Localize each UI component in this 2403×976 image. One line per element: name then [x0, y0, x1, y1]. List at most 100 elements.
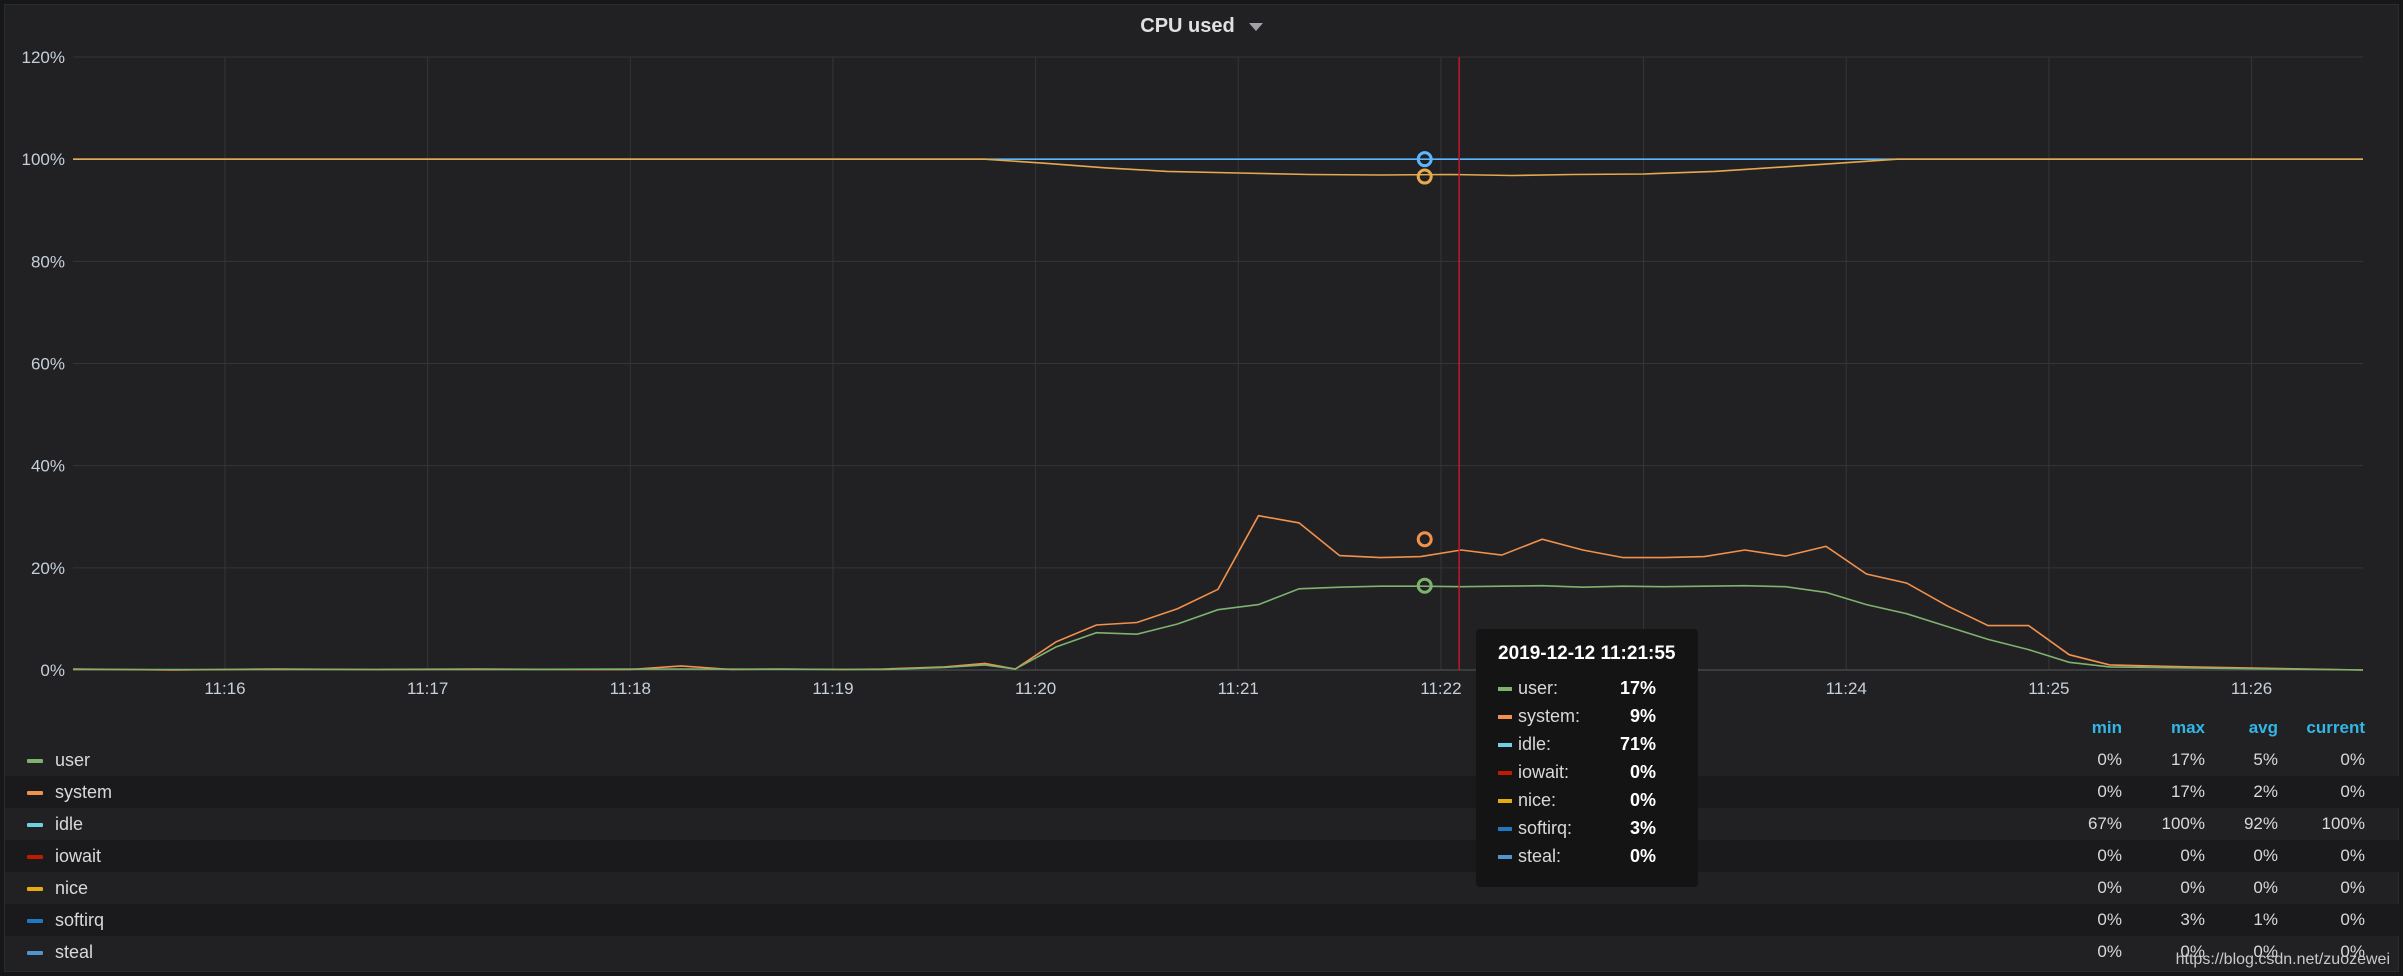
legend-swatch[interactable]: [27, 919, 43, 923]
x-tick-label: 11:24: [1826, 679, 1867, 698]
legend-table: min max avg current user 0% 17% 5% 0% system 0…: [5, 714, 2400, 968]
line-chart[interactable]: 0% 20% 40% 60% 80% 100% 120% 11:16 11:17 11:18 11:…: [5, 5, 2400, 705]
tooltip-row: idle: 71%: [1476, 729, 1698, 757]
hover-point-user: [1416, 577, 1433, 594]
x-tick-label: 11:17: [407, 679, 448, 698]
series-line-system: [72, 514, 2364, 671]
hover-point-nice: [1416, 168, 1433, 185]
legend-row-user[interactable]: user 0% 17% 5% 0%: [5, 744, 2400, 776]
legend-current: 0%: [2340, 878, 2365, 897]
legend-current: 0%: [2340, 910, 2365, 929]
tooltip-value: 0%: [1629, 846, 1656, 866]
x-tick-label: 11:18: [610, 679, 651, 698]
tooltip-swatch: [1498, 743, 1512, 747]
legend-series-name[interactable]: nice: [55, 878, 89, 898]
legend-min: 67%: [2087, 814, 2122, 833]
tooltip-value: 71%: [1619, 734, 1656, 754]
legend-header-current[interactable]: current: [2306, 718, 2365, 737]
y-tick-label: 60%: [31, 355, 65, 374]
tooltip-row: iowait: 0%: [1476, 757, 1698, 785]
legend-row-idle[interactable]: idle 67% 100% 92% 100%: [5, 808, 2400, 840]
legend-rows: user 0% 17% 5% 0% system 0% 17% 2% 0% idle 67% 100% 9…: [5, 744, 2400, 968]
tooltip-label: nice:: [1518, 790, 1557, 810]
tooltip-time: 2019-12-12 11:21:55: [1498, 643, 1676, 664]
hover-point-system: [1416, 531, 1433, 548]
legend-row-nice[interactable]: nice 0% 0% 0% 0%: [5, 872, 2400, 904]
legend-swatch[interactable]: [27, 951, 43, 955]
legend-swatch[interactable]: [27, 855, 43, 859]
legend-max: 0%: [2180, 846, 2205, 865]
tooltip-row: softirq: 3%: [1476, 813, 1698, 841]
x-tick-label: 11:25: [2028, 679, 2069, 698]
legend-max: 100%: [2161, 814, 2205, 833]
legend-header-avg[interactable]: avg: [2248, 718, 2278, 737]
series-line-nice: [73, 158, 2363, 177]
legend-min: 0%: [2097, 846, 2122, 865]
legend-series-name[interactable]: user: [55, 750, 91, 770]
legend-header-min[interactable]: min: [2091, 718, 2122, 737]
x-tick-label: 11:16: [204, 679, 245, 698]
x-tick-label: 11:19: [812, 679, 853, 698]
tooltip-swatch: [1498, 799, 1512, 803]
legend-header-max[interactable]: max: [2170, 718, 2205, 737]
legend-row-iowait[interactable]: iowait 0% 0% 0% 0%: [5, 840, 2400, 872]
x-tick-label: 11:22: [1420, 679, 1461, 698]
chevron-down-icon[interactable]: [1248, 22, 1263, 31]
y-tick-label: 40%: [31, 457, 65, 476]
legend-swatch[interactable]: [27, 791, 43, 795]
x-tick-label: 11:21: [1218, 679, 1259, 698]
tooltip-label: user:: [1518, 678, 1559, 698]
tooltip-label: steal:: [1518, 846, 1562, 866]
legend-swatch[interactable]: [27, 759, 43, 763]
y-tick-label: 120%: [22, 48, 65, 67]
panel-title[interactable]: CPU used: [1140, 15, 1235, 38]
tooltip-swatch: [1498, 855, 1512, 859]
tooltip-swatch: [1498, 687, 1512, 691]
legend-current: 0%: [2340, 750, 2365, 769]
legend-swatch[interactable]: [27, 823, 43, 827]
tooltip-value: 3%: [1629, 818, 1656, 838]
legend-series-name[interactable]: softirq: [55, 910, 105, 930]
tooltip-row: system: 9%: [1476, 701, 1698, 729]
legend-current: 100%: [2321, 814, 2365, 833]
legend-series-name[interactable]: iowait: [55, 846, 102, 866]
tooltip-row: steal: 0%: [1476, 841, 1698, 869]
legend-series-name[interactable]: idle: [55, 814, 84, 834]
tooltip-value: 9%: [1629, 706, 1656, 726]
tooltip-label: iowait:: [1518, 762, 1570, 782]
tooltip-swatch: [1498, 771, 1512, 775]
legend-min: 0%: [2097, 782, 2122, 801]
y-tick-label: 80%: [31, 252, 65, 271]
legend-row-steal[interactable]: steal 0% 0% 0% 0%: [5, 936, 2400, 968]
legend-avg: 2%: [2253, 782, 2278, 801]
legend-min: 0%: [2097, 878, 2122, 897]
tooltip-rows: user: 17% system: 9% idle: 71% iowait: 0% nice: 0…: [1476, 673, 1698, 869]
legend-avg: 0%: [2253, 942, 2278, 961]
legend-min: 0%: [2097, 750, 2122, 769]
legend-max: 17%: [2170, 750, 2205, 769]
y-tick-label: 20%: [31, 559, 65, 578]
legend-row-softirq[interactable]: softirq 0% 3% 1% 0%: [5, 904, 2400, 936]
graph-panel: CPU used 0% 20% 40% 60% 80% 100% 120% 11:16 11:1…: [4, 4, 2400, 972]
legend-max: 3%: [2180, 910, 2205, 929]
legend-current: 0%: [2340, 846, 2365, 865]
watermark: https://blog.csdn.net/zuozewei: [2175, 951, 2390, 968]
legend-max: 0%: [2180, 878, 2205, 897]
legend-min: 0%: [2097, 910, 2122, 929]
hover-point-idle: [1416, 151, 1433, 168]
legend-max: 0%: [2180, 942, 2205, 961]
panel-header[interactable]: CPU used: [5, 15, 2398, 47]
legend-row-system[interactable]: system 0% 17% 2% 0%: [5, 776, 2400, 808]
legend-avg: 5%: [2253, 750, 2278, 769]
tooltip-row: nice: 0%: [1476, 785, 1698, 813]
tooltip-value: 0%: [1629, 790, 1656, 810]
legend-series-name[interactable]: steal: [55, 942, 94, 962]
tooltip-swatch: [1498, 715, 1512, 719]
tooltip-value: 17%: [1619, 678, 1656, 698]
hover-tooltip: 2019-12-12 11:21:55 user: 17% system: 9% idl…: [1476, 629, 1698, 887]
legend-series-name[interactable]: system: [55, 782, 113, 802]
legend-current: 0%: [2340, 942, 2365, 961]
legend-avg: 1%: [2253, 910, 2278, 929]
legend-swatch[interactable]: [27, 887, 43, 891]
tooltip-swatch: [1498, 827, 1512, 831]
